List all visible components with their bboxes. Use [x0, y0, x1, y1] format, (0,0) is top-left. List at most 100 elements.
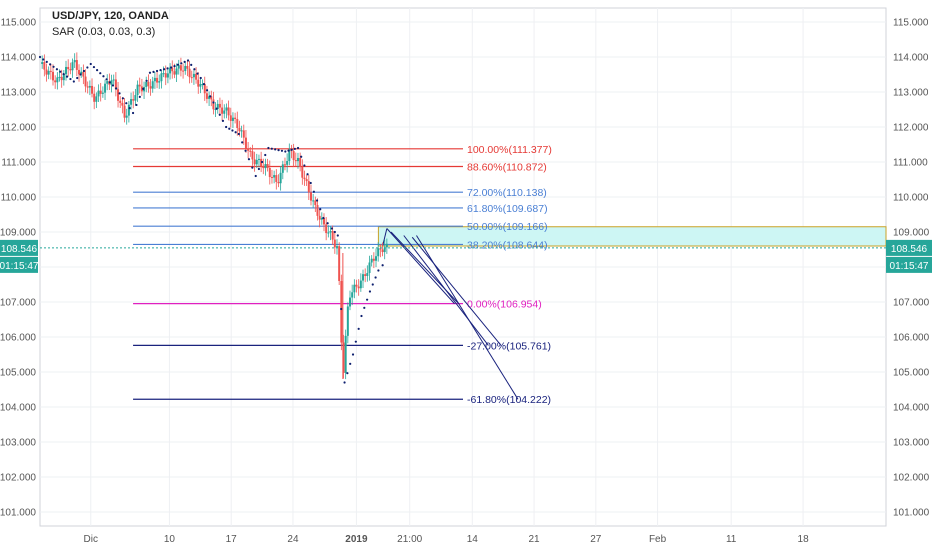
fib-level-label: 88.60%(110.872): [467, 161, 547, 173]
trend-line: [416, 235, 519, 400]
candle-body: [78, 69, 81, 75]
candle-body: [69, 69, 72, 71]
candle-body: [251, 151, 254, 160]
sar-dot: [111, 84, 115, 87]
sar-dot: [142, 87, 145, 90]
sar-dot: [166, 67, 169, 70]
candle-body: [368, 262, 371, 273]
chart-legend: USD/JPY, 120, OANDA SAR (0.03, 0.03, 0.3…: [52, 8, 169, 40]
sar-dot: [131, 111, 135, 115]
sar-dot: [155, 69, 159, 73]
candle-body: [91, 85, 94, 94]
candle-body: [236, 119, 239, 128]
candle-body: [249, 150, 252, 152]
fib-level-label: 50.00%(109.166): [467, 221, 548, 233]
sar-dot: [231, 129, 234, 132]
candle-body: [177, 65, 180, 69]
sar-dot: [296, 146, 300, 150]
sar-dot: [162, 68, 166, 71]
candle-body: [188, 68, 191, 78]
sar-dot: [326, 222, 329, 225]
y-tick-label-right: 102.000: [893, 473, 930, 484]
candle-body: [253, 159, 256, 165]
candle-body: [325, 224, 328, 234]
sar-dot: [190, 63, 193, 66]
sar-dot: [138, 95, 141, 98]
candle-body: [93, 93, 96, 102]
sar-dot: [69, 77, 72, 81]
sar-dot: [264, 153, 267, 157]
candle-body: [270, 177, 273, 179]
sar-dot: [215, 107, 218, 110]
y-tick-label-right: 112.000: [893, 123, 929, 134]
candle-body: [179, 65, 182, 71]
sar-dot: [92, 65, 96, 69]
candle-body: [309, 192, 312, 201]
sar-dot: [102, 75, 105, 78]
y-tick-label-left: 109.000: [0, 228, 36, 239]
sar-dot: [260, 160, 264, 164]
candle-body: [262, 166, 265, 169]
candle-body: [151, 81, 154, 89]
candle-body: [303, 177, 306, 180]
sar-dot: [360, 314, 363, 318]
candle-body: [153, 77, 156, 82]
y-tick-label-right: 104.000: [893, 403, 930, 414]
candle-body: [349, 297, 352, 307]
sar-dot: [254, 174, 257, 178]
candle-body: [130, 99, 133, 105]
sar-dot: [381, 264, 384, 267]
sar-dot: [234, 131, 237, 134]
candle-body: [67, 66, 70, 70]
candle-body: [362, 274, 365, 281]
sar-dot: [374, 276, 377, 279]
y-tick-label-right: 107.000: [893, 298, 930, 309]
symbol-title[interactable]: USD/JPY, 120, OANDA: [52, 10, 169, 22]
candle-body: [238, 127, 241, 132]
candle-body: [379, 248, 382, 250]
indicator-label[interactable]: SAR (0.03, 0.03, 0.3): [52, 26, 156, 38]
y-tick-label-left: 112.000: [1, 123, 37, 134]
candle-body: [281, 164, 284, 173]
candle-body: [275, 175, 278, 182]
sar-dot: [105, 78, 108, 81]
sar-dot: [349, 362, 352, 365]
x-tick-label: 2019: [345, 534, 368, 545]
sar-dot: [59, 70, 62, 73]
candle-body: [268, 167, 271, 178]
candle-body: [255, 159, 258, 165]
y-tick-label-right: 114.000: [893, 53, 929, 64]
sar-dot: [65, 75, 69, 78]
x-tick-label: 24: [287, 534, 299, 545]
current-price-value-right: 108.546: [891, 244, 928, 255]
candle-body: [227, 107, 230, 116]
candle-body: [75, 60, 78, 70]
candle-body: [145, 81, 148, 87]
candle-body: [346, 306, 349, 336]
candle-body: [186, 65, 189, 69]
candle-body: [318, 215, 321, 220]
x-tick-label: 11: [726, 534, 737, 545]
candle-body: [335, 246, 338, 248]
sar-dot: [237, 132, 240, 136]
candle-body: [359, 280, 362, 289]
candle-body: [301, 166, 304, 178]
candle-body: [216, 103, 219, 110]
candle-body: [305, 179, 308, 182]
sar-dot: [274, 148, 277, 151]
sar-dot: [108, 81, 111, 84]
sar-dot: [363, 306, 366, 309]
candle-body: [101, 92, 104, 94]
y-tick-label-left: 110.000: [1, 193, 37, 204]
sar-dot: [135, 103, 138, 107]
candle-body: [314, 200, 317, 206]
sar-dot: [145, 79, 148, 82]
candle-body: [240, 130, 243, 132]
candle-body: [132, 99, 135, 101]
candle-body: [273, 175, 276, 178]
sar-dot: [42, 58, 45, 61]
candle-body: [247, 148, 250, 151]
candle-body: [292, 151, 295, 161]
x-tick-label: 18: [798, 534, 810, 545]
